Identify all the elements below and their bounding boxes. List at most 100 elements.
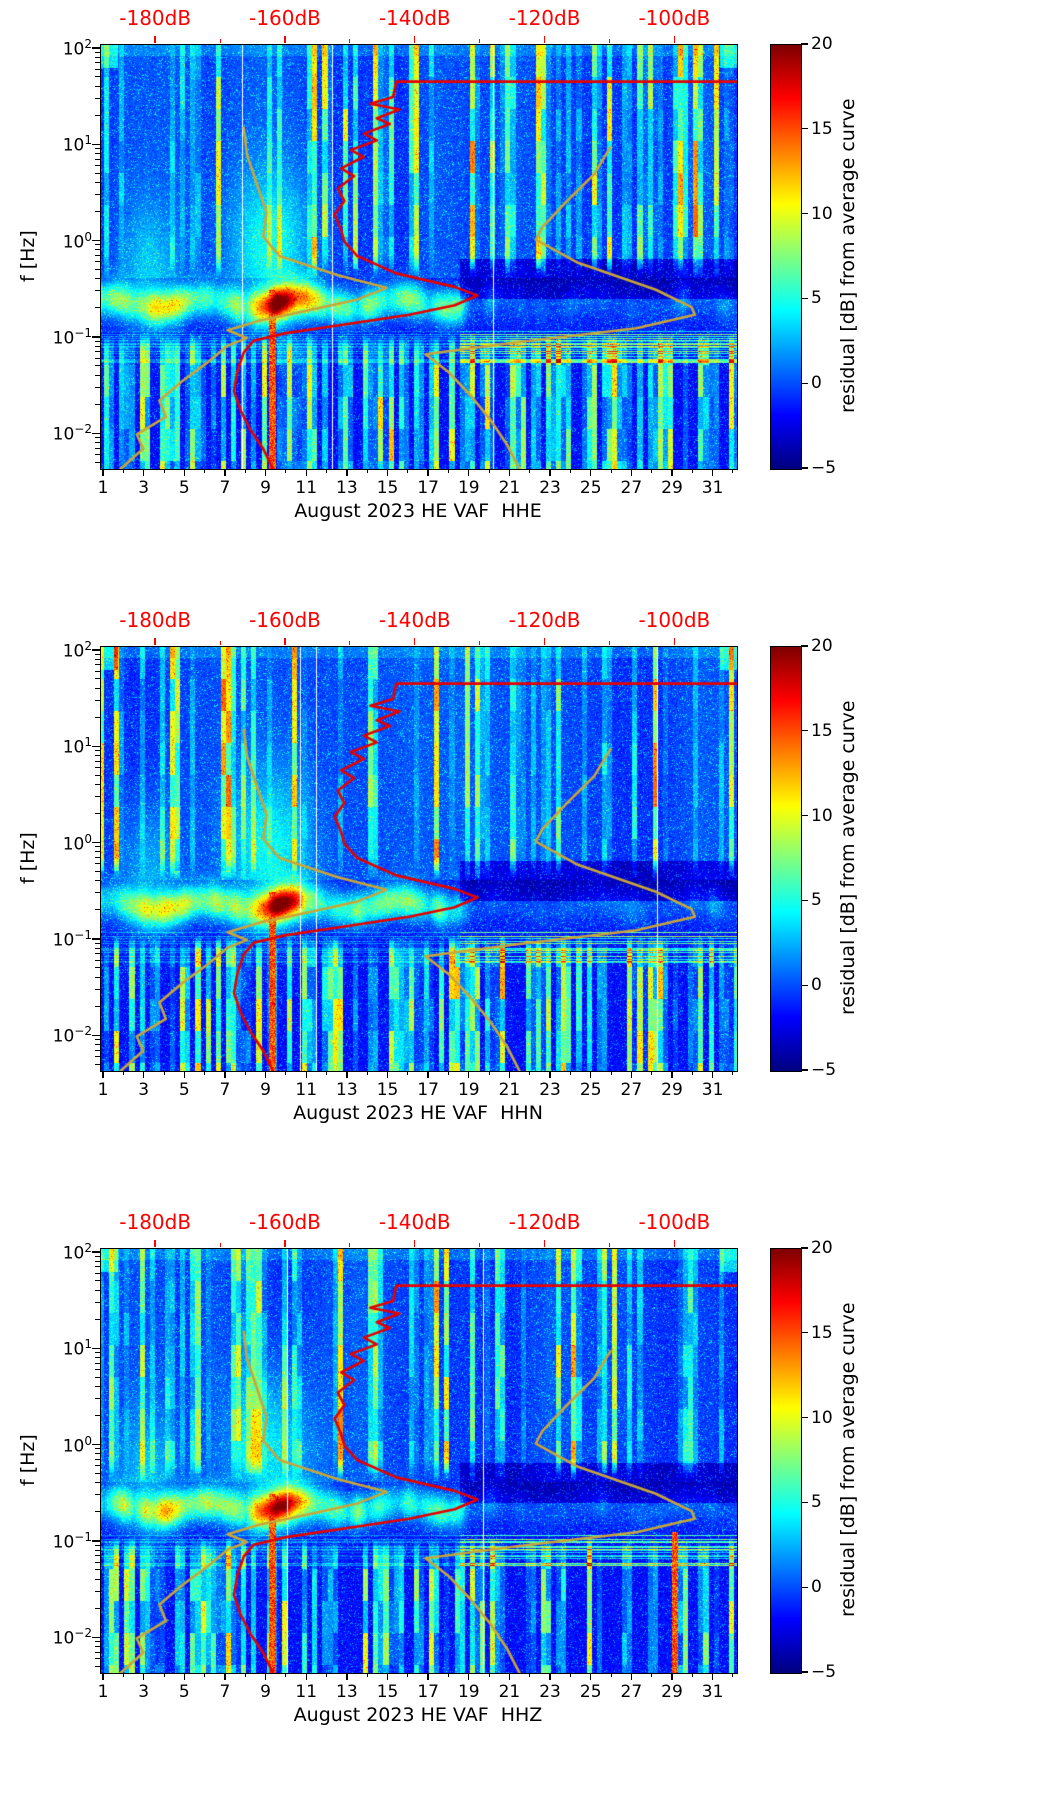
x-tick bbox=[183, 1071, 186, 1078]
y-tick bbox=[92, 336, 100, 338]
x-tick bbox=[224, 1673, 226, 1680]
top-tick-label: -160dB bbox=[249, 6, 321, 30]
x-tick bbox=[711, 1673, 714, 1680]
x-tick-label: 21 bbox=[498, 1080, 521, 1100]
x-minor-tick bbox=[244, 1071, 246, 1075]
x-tick bbox=[549, 1673, 551, 1680]
top-tick-label: -160dB bbox=[249, 608, 321, 632]
top-tick-label: -120dB bbox=[508, 6, 581, 30]
x-tick-label: 15 bbox=[376, 1682, 399, 1702]
colorbar-tick-label: 5 bbox=[811, 1492, 822, 1513]
y-minor-tick bbox=[95, 687, 100, 689]
x-tick-label: 25 bbox=[579, 478, 602, 498]
x-tick bbox=[508, 1071, 511, 1078]
colorbar-tick-label: 10 bbox=[811, 805, 833, 826]
x-minor-tick bbox=[204, 1071, 206, 1075]
x-tick bbox=[468, 1071, 470, 1078]
top-tick bbox=[543, 1240, 546, 1247]
x-tick bbox=[671, 469, 673, 476]
y-minor-tick bbox=[95, 750, 100, 752]
x-tick bbox=[386, 469, 389, 476]
colorbar-tick bbox=[801, 1416, 808, 1419]
x-minor-tick bbox=[407, 1673, 409, 1677]
x-minor-tick bbox=[732, 1673, 734, 1677]
x-minor-tick bbox=[285, 1071, 287, 1075]
x-tick-label: 17 bbox=[417, 1080, 439, 1100]
x-tick-label: 23 bbox=[539, 1080, 561, 1100]
colorbar-tick-label: −5 bbox=[811, 458, 837, 478]
x-minor-tick bbox=[447, 1071, 449, 1075]
x-minor-tick bbox=[651, 1673, 653, 1677]
x-tick-label: 27 bbox=[620, 478, 643, 498]
x-tick-label: 1 bbox=[97, 1682, 109, 1702]
y-minor-tick bbox=[95, 1357, 100, 1359]
x-tick bbox=[183, 1673, 186, 1680]
y-minor-tick bbox=[95, 699, 100, 701]
spectrogram-canvas bbox=[101, 1249, 737, 1673]
x-tick-label: 21 bbox=[498, 478, 521, 498]
y-minor-tick bbox=[95, 716, 100, 718]
x-tick bbox=[427, 469, 429, 476]
colorbar-tick bbox=[801, 1671, 808, 1673]
y-minor-tick bbox=[95, 211, 100, 213]
x-tick bbox=[305, 469, 307, 476]
y-minor-tick bbox=[95, 454, 100, 456]
y-minor-tick bbox=[95, 813, 100, 815]
x-tick-label: 29 bbox=[661, 478, 683, 498]
colorbar-tick bbox=[801, 43, 808, 45]
colorbar-tick-label: 0 bbox=[811, 373, 822, 394]
x-minor-tick bbox=[366, 1071, 368, 1075]
top-minor-tick bbox=[219, 641, 221, 645]
y-minor-tick bbox=[95, 1063, 100, 1065]
y-minor-tick bbox=[95, 942, 100, 944]
x-tick bbox=[427, 1071, 429, 1078]
top-tick-label: -180dB bbox=[119, 608, 192, 632]
y-tick-label: 101 bbox=[62, 735, 92, 758]
y-minor-tick bbox=[95, 1561, 100, 1563]
x-minor-tick bbox=[244, 1673, 246, 1677]
x-tick-label: 25 bbox=[579, 1682, 602, 1702]
y-tick bbox=[92, 1251, 100, 1253]
x-tick bbox=[671, 1673, 673, 1680]
x-tick bbox=[346, 1673, 348, 1680]
top-tick-label: -160dB bbox=[249, 1210, 321, 1234]
top-tick-label: -120dB bbox=[508, 608, 581, 632]
y-minor-tick bbox=[95, 461, 100, 463]
y-minor-tick bbox=[95, 1044, 100, 1046]
x-minor-tick bbox=[204, 1673, 206, 1677]
y-minor-tick bbox=[95, 678, 100, 680]
x-axis-title: August 2023 HE VAF HHE bbox=[294, 500, 542, 522]
top-tick bbox=[154, 638, 156, 645]
y-minor-tick bbox=[95, 658, 100, 660]
y-minor-tick bbox=[95, 365, 100, 367]
y-minor-tick bbox=[95, 340, 100, 342]
y-minor-tick bbox=[95, 1651, 100, 1653]
x-tick-label: 5 bbox=[178, 478, 190, 498]
y-minor-tick bbox=[95, 988, 100, 990]
top-minor-tick bbox=[608, 641, 610, 645]
x-tick-label: 9 bbox=[260, 1080, 272, 1100]
colorbar-tick-label: 10 bbox=[811, 1407, 833, 1428]
x-tick bbox=[630, 469, 633, 476]
x-tick-label: 5 bbox=[178, 1080, 190, 1100]
y-minor-tick bbox=[95, 255, 100, 256]
colorbar-tick bbox=[801, 1247, 808, 1249]
y-minor-tick bbox=[95, 863, 100, 865]
y-minor-tick bbox=[95, 892, 100, 894]
y-minor-tick bbox=[95, 664, 100, 666]
top-tick bbox=[284, 638, 286, 645]
top-tick-label: -100dB bbox=[638, 1210, 711, 1234]
top-tick-label: -100dB bbox=[638, 6, 711, 30]
colorbar-tick bbox=[801, 1332, 808, 1334]
x-tick bbox=[427, 1673, 429, 1680]
colorbar bbox=[770, 44, 802, 470]
top-tick bbox=[414, 638, 416, 645]
x-tick bbox=[508, 1673, 511, 1680]
x-minor-tick bbox=[732, 1071, 734, 1075]
x-tick bbox=[183, 469, 186, 476]
y-minor-tick bbox=[95, 796, 100, 798]
y-minor-tick bbox=[95, 1376, 100, 1378]
top-minor-tick bbox=[219, 39, 221, 43]
y-minor-tick bbox=[95, 345, 100, 347]
y-minor-tick bbox=[95, 437, 100, 439]
